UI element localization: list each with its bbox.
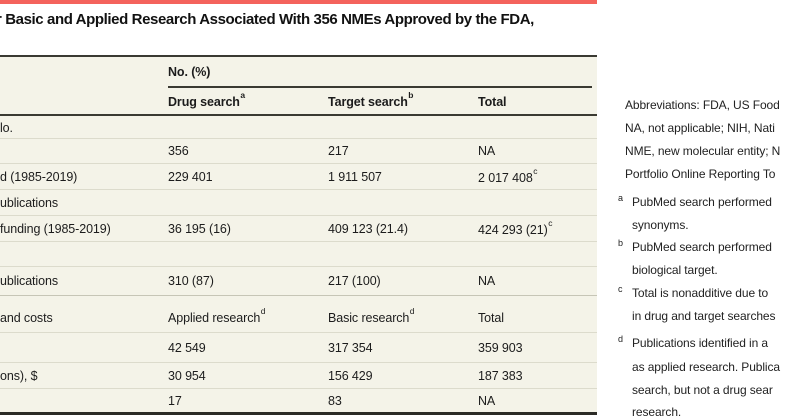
abbreviations-line: NME, new molecular entity; N	[625, 144, 781, 158]
footnote-marker-b: b	[408, 89, 414, 100]
cell-drug: 229 401	[168, 169, 213, 184]
footnote-c-line: in drug and target searches	[632, 309, 776, 323]
row-label: and costs	[0, 311, 53, 325]
footnote-c-line: c Total is nonadditive due to	[618, 284, 769, 300]
footnote-b-line: biological target.	[632, 263, 718, 277]
col-header-total: Total	[478, 95, 507, 110]
cell-total: 424 293 (21)c	[478, 217, 553, 237]
data-table: No. (%) Drug searcha Target searchb Tota…	[0, 55, 597, 415]
footnote-marker-c: c	[533, 165, 538, 176]
cell-drug: 36 195 (16)	[168, 221, 231, 236]
table-row: 42 549 317 354 359 903	[0, 333, 597, 363]
footnote-marker-a: a	[618, 193, 623, 203]
table-row: lo.	[0, 117, 597, 139]
table-row: 17 83 NA	[0, 389, 597, 412]
group-header-no-pct: No. (%)	[168, 64, 211, 79]
cell-applied: 17	[168, 393, 182, 408]
cell-total: NA	[478, 274, 496, 288]
footnote-d-line: research.	[632, 405, 682, 419]
footnote-d-line: as applied research. Publica	[632, 360, 780, 374]
row-label: ons), $	[0, 368, 38, 383]
table-row: 356 217 NA	[0, 139, 597, 164]
cell-target: 217 (100)	[328, 274, 381, 288]
cell-drug: 356	[168, 144, 189, 158]
footnote-d-line: search, but not a drug sear	[632, 383, 773, 397]
cell-target: 409 123 (21.4)	[328, 221, 408, 236]
title-text: Basic and Applied Research Associated Wi…	[1, 11, 534, 28]
col-header-target-search: Target searchb	[328, 89, 414, 110]
row-label: funding (1985-2019)	[0, 221, 111, 236]
footnotes-panel: Abbreviations: FDA, US Food NA, not appl…	[618, 0, 800, 419]
cell-total: 187 383	[478, 368, 523, 383]
subheader-total: Total	[478, 311, 504, 325]
abbreviations-line: Abbreviations: FDA, US Food	[625, 98, 780, 112]
cell-drug: 310 (87)	[168, 274, 214, 288]
footnote-a-line: a PubMed search performed	[618, 193, 772, 209]
table-empty-row	[0, 242, 597, 267]
table-row: ons), $ 30 954 156 429 187 383	[0, 363, 597, 389]
table-subheader-row: and costs Applied researchd Basic resear…	[0, 296, 597, 333]
table-column-header-row: Drug searcha Target searchb Total	[0, 88, 597, 116]
cell-total: NA	[478, 144, 496, 158]
table-section-row: ublications	[0, 190, 597, 216]
group-header-underline	[168, 86, 592, 88]
subheader-applied-research: Applied researchd	[168, 305, 266, 325]
footnote-marker-a: a	[240, 89, 245, 100]
footnote-marker-b: b	[618, 238, 623, 248]
table-bottom-rule	[0, 412, 597, 415]
cell-total: 2 017 408c	[478, 165, 538, 185]
footnote-a-line: synonyms.	[632, 218, 689, 232]
table-group-header-row: No. (%)	[0, 57, 597, 86]
table-title: r Basic and Applied Research Associated …	[0, 11, 534, 28]
footnote-marker-c: c	[548, 217, 553, 228]
footnote-marker-c: c	[618, 284, 623, 294]
table-row: funding (1985-2019) 36 195 (16) 409 123 …	[0, 216, 597, 242]
subheader-basic-research: Basic researchd	[328, 305, 415, 325]
footnote-marker-d: d	[409, 305, 415, 316]
footnote-b-line: b PubMed search performed	[618, 238, 772, 254]
footnote-marker-d: d	[260, 305, 266, 316]
table-top-rule	[0, 55, 597, 57]
row-label: ublications	[0, 274, 58, 288]
abbreviations-line: Portfolio Online Reporting To	[625, 167, 776, 181]
title-clipped-fragment: r	[0, 11, 2, 28]
table-row: d (1985-2019) 229 401 1 911 507 2 017 40…	[0, 164, 597, 190]
cell-applied: 30 954	[168, 368, 206, 383]
cell-total: 359 903	[478, 340, 523, 355]
cell-target: 217	[328, 144, 349, 158]
col-header-drug-search: Drug searcha	[168, 89, 245, 110]
cell-basic: 317 354	[328, 340, 373, 355]
table-row: ublications 310 (87) 217 (100) NA	[0, 267, 597, 296]
cell-basic: 83	[328, 393, 342, 408]
row-label: lo.	[0, 120, 13, 135]
cell-total: NA	[478, 393, 496, 408]
row-label: d (1985-2019)	[0, 169, 78, 184]
row-label: ublications	[0, 195, 58, 210]
cell-applied: 42 549	[168, 340, 206, 355]
footnote-marker-d: d	[618, 334, 623, 344]
table-top-accent-rule	[0, 0, 597, 4]
footnote-d-line: d Publications identified in a	[618, 334, 768, 350]
abbreviations-line: NA, not applicable; NIH, Nati	[625, 121, 775, 135]
cell-target: 1 911 507	[328, 169, 382, 184]
cell-basic: 156 429	[328, 368, 373, 383]
